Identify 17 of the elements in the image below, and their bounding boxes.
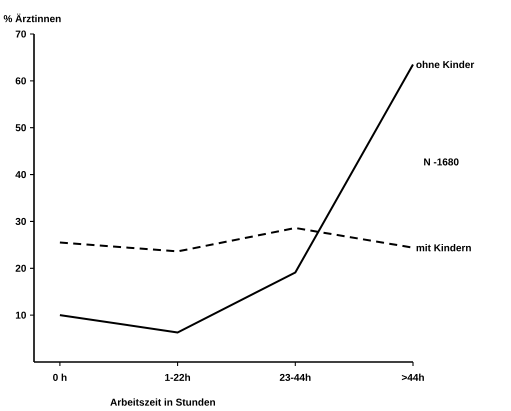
y-tick-label: 40 (15, 171, 26, 178)
series-label: mit Kindern (416, 244, 471, 252)
y-tick-label: 20 (16, 264, 26, 272)
x-tick-label: 23-44h (280, 374, 311, 381)
text: N -1680 (424, 158, 459, 166)
x-tick-label: 0 h (53, 374, 66, 381)
x-axis-title: Arbeitszeit in Stunden (110, 398, 216, 406)
x-tick-label: 1-22h (165, 374, 190, 381)
y-tick-label: 70 (16, 30, 26, 38)
y-tick-label: 10 (16, 312, 26, 319)
series-label: ohne Kinder (416, 60, 474, 68)
y-tick-label: 50 (16, 124, 26, 132)
x-tick-label: >44h (402, 374, 424, 381)
line-series (58, 63, 414, 334)
y-tick-label: 60 (16, 77, 26, 84)
y-tick-label: 30 (16, 218, 26, 225)
y-axis-title: % Ärztinnen (4, 14, 61, 22)
